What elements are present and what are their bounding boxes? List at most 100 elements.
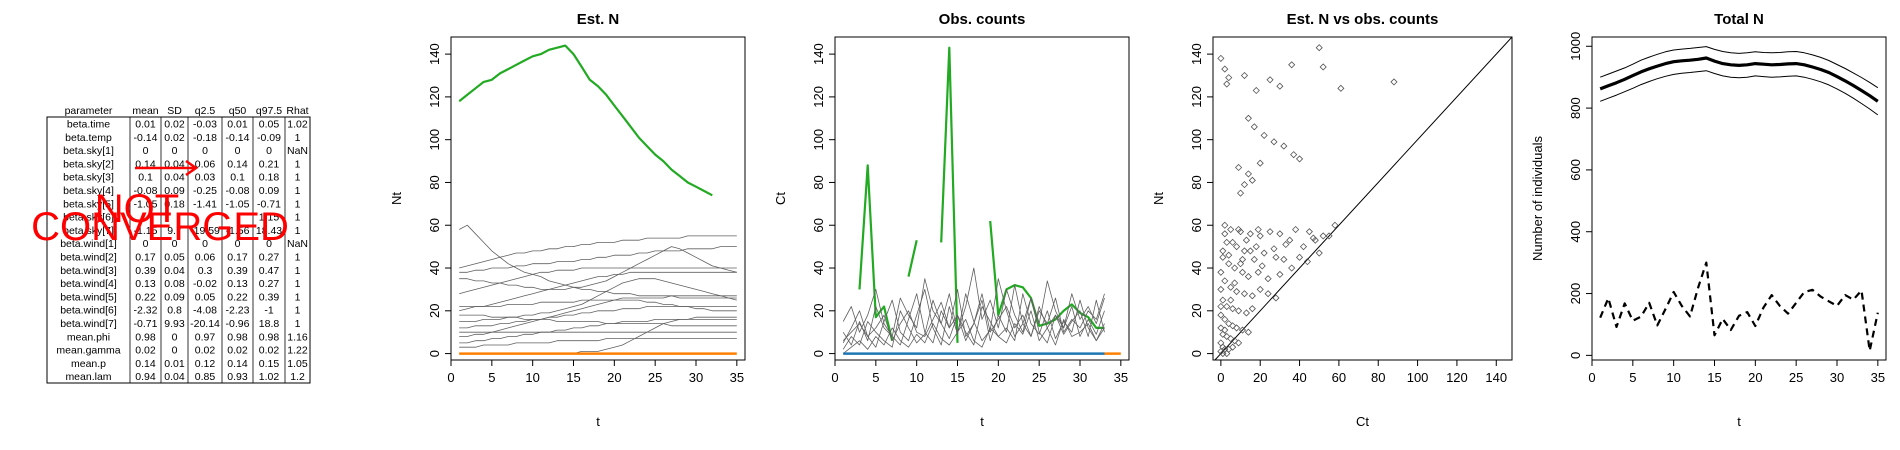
scatter-point	[1231, 279, 1239, 287]
stamp-arrowhead-icon	[185, 159, 199, 177]
table-cell: 0.14	[135, 358, 156, 370]
table-header-SD: SD	[167, 105, 182, 117]
table-cell: 1	[295, 278, 301, 290]
table-row: mean.p 0.14 0.01 0.12 0.14 0.15 1.05	[71, 358, 308, 370]
table-cell: -1.15	[134, 225, 158, 237]
table-cell-parameter: mean.phi	[67, 331, 110, 343]
table-row: beta.wind[4] 0.13 0.08 -0.02 0.13 0.27 1	[60, 278, 300, 290]
series-line-5	[842, 310, 1105, 354]
table-cell: 0.05	[259, 119, 280, 131]
x-tick-label: 5	[1629, 370, 1636, 385]
x-tick-label: 15	[566, 370, 580, 385]
scatter-point	[1223, 302, 1231, 311]
scatter-point	[1221, 65, 1229, 73]
y-tick-label: 40	[1189, 261, 1204, 275]
x-tick-label: 80	[1371, 370, 1385, 385]
scatter-point	[1270, 245, 1278, 253]
y-tick-label: 1000	[1568, 32, 1583, 61]
scatter-point	[1225, 251, 1233, 259]
x-tick-label: 0	[447, 370, 454, 385]
y-tick-label: 120	[811, 86, 826, 108]
table-cell: 0	[143, 238, 149, 250]
table-cell-parameter: beta.wind[1]	[60, 238, 117, 250]
table-cell: -0.25	[193, 185, 217, 197]
x-tick-label: 100	[1407, 370, 1429, 385]
table-cell: -0.14	[226, 132, 250, 144]
scatter-point	[1242, 236, 1251, 244]
scatter-point	[1233, 243, 1241, 251]
scatter-point	[1236, 260, 1245, 268]
scatter-point	[1225, 74, 1233, 82]
scatter-point	[1235, 163, 1243, 172]
plot-4: 0 5 10 15 20 25 30 35 0 200 400 600 800 1000 Total N t N…	[1530, 11, 1887, 429]
table-cell: -20.14	[190, 318, 220, 330]
table-cell: 0.14	[227, 358, 248, 370]
table-cell: 0.22	[227, 291, 248, 303]
scatter-point	[1233, 287, 1241, 296]
scatter-point	[1219, 247, 1227, 255]
table-cell: 1	[295, 265, 301, 277]
table-cell-parameter: beta.temp	[65, 132, 112, 144]
x-tick-label: 60	[1332, 370, 1346, 385]
table-cell: 0.39	[135, 265, 156, 277]
x-tick-label: 30	[1073, 370, 1087, 385]
table-cell: 0.04	[164, 172, 185, 184]
table-cell-parameter: beta.wind[2]	[60, 252, 117, 264]
table-cell: 0.1	[138, 172, 153, 184]
x-tick-label: 10	[909, 370, 923, 385]
y-axis-label: Nt	[1151, 192, 1166, 205]
y-tick-label: 0	[427, 350, 442, 357]
series-line-12	[459, 299, 737, 337]
scatter-point	[1225, 260, 1233, 268]
table-row: beta.sky[7] -1.15 9.7 -19.59 -1.56 18.43 1	[63, 225, 300, 237]
y-tick-label: 0	[811, 350, 826, 357]
scatter-point	[1217, 285, 1225, 293]
x-tick-label: 0	[831, 370, 838, 385]
scatter-point	[1280, 142, 1288, 150]
table-cell: 0.06	[195, 252, 216, 264]
table-row: beta.wind[3] 0.39 0.04 0.3 0.39 0.47 1	[60, 265, 300, 277]
series-line-16	[459, 316, 737, 354]
table-cell: 1	[295, 318, 301, 330]
table-cell: 0.8	[167, 305, 182, 317]
series-line-11	[459, 314, 737, 327]
scatter-point	[1225, 320, 1233, 328]
x-tick-label: 25	[1789, 370, 1803, 385]
table-cell: 0.09	[164, 291, 185, 303]
table-cell-parameter: beta.wind[3]	[60, 265, 117, 277]
table-cell: -1.05	[226, 198, 250, 210]
series-line-1	[458, 44, 713, 197]
table-cell: 0	[266, 145, 272, 157]
series-line-8	[459, 278, 737, 322]
scatter-point	[1272, 294, 1280, 302]
plot-title: Est. N	[577, 11, 620, 28]
table-row: mean.gamma 0.02 0 0.02 0.02 0.02 1.22	[56, 345, 307, 357]
series-line-3	[459, 235, 737, 269]
table-cell: 1	[295, 185, 301, 197]
table-cell: -1	[264, 305, 273, 317]
table-cell: 1	[295, 252, 301, 264]
table-row: beta.time 0.01 0.02 -0.03 0.01 0.05 1.02	[67, 119, 308, 131]
scatter-point	[1280, 255, 1288, 264]
y-tick-label: 40	[427, 261, 442, 275]
table-cell: 0.12	[195, 358, 216, 370]
plot-frame	[1591, 36, 1887, 361]
table-cell: -0.96	[226, 318, 250, 330]
scatter-point	[1238, 268, 1247, 276]
x-tick-label: 35	[730, 370, 744, 385]
scatter-point	[1264, 275, 1272, 283]
scatter-point	[1217, 339, 1225, 347]
plot-title: Obs. counts	[939, 11, 1026, 28]
table-cell: 1	[295, 198, 301, 210]
table-cell: -0.71	[257, 198, 281, 210]
scatter-point	[1276, 82, 1284, 90]
scatter-point	[1331, 221, 1339, 229]
x-tick-label: 20	[1748, 370, 1762, 385]
table-cell: 0.17	[135, 252, 156, 264]
table-cell: 0.27	[259, 252, 280, 264]
x-tick-label: 25	[1032, 370, 1046, 385]
table-border	[46, 116, 311, 384]
table-cell: 0.03	[195, 172, 216, 184]
